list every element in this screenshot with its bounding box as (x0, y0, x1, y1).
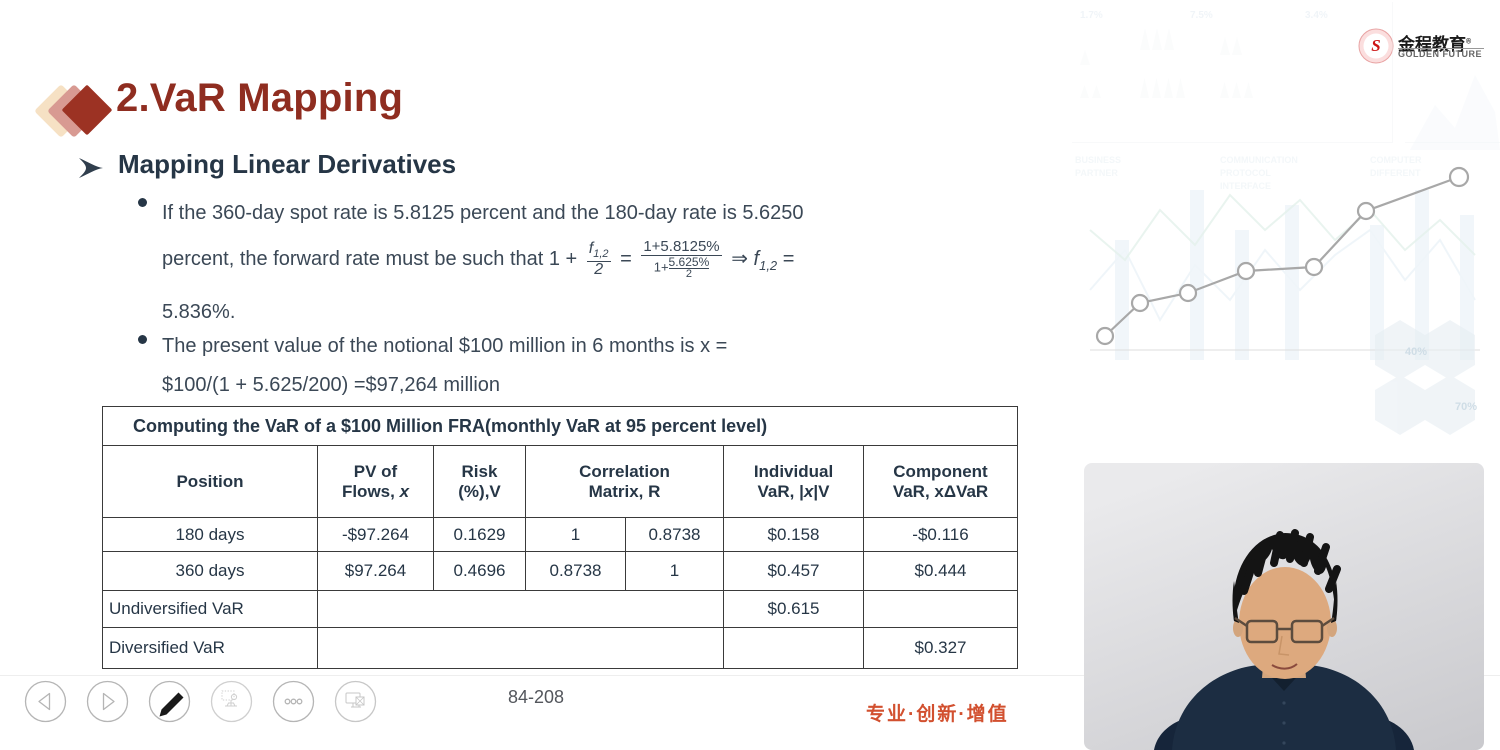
svg-text:40%: 40% (1405, 346, 1427, 358)
svg-text:70%: 70% (1455, 401, 1477, 413)
